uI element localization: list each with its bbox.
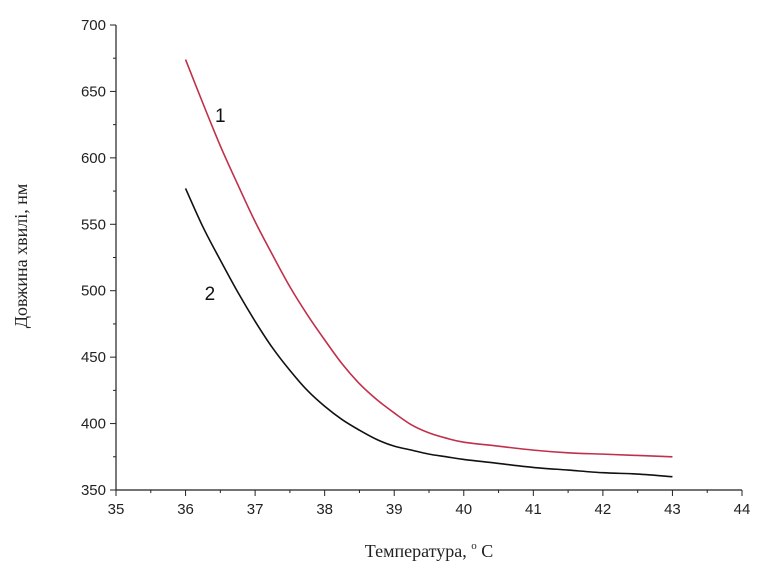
x-axis-title: Температура, o C (365, 540, 493, 561)
chart-curve-labels: 12 (205, 106, 226, 305)
x-tick-label: 40 (455, 501, 472, 518)
curve-label-2: 2 (205, 284, 216, 305)
x-tick-label: 36 (177, 501, 194, 518)
chart-series (184, 59, 673, 478)
y-tick-label: 700 (81, 17, 106, 34)
y-tick-label: 400 (81, 416, 106, 433)
y-tick-label: 650 (81, 83, 106, 100)
x-tick-label: 43 (664, 501, 681, 518)
series-line-2 (184, 188, 673, 478)
x-tick-label: 37 (247, 501, 264, 518)
y-tick-label: 500 (81, 283, 106, 300)
y-axis-title: Довжина хвилі, нм (11, 184, 31, 329)
y-tick-label: 550 (81, 216, 106, 233)
x-tick-label: 35 (108, 501, 125, 518)
x-tick-label: 38 (316, 501, 333, 518)
y-tick-label: 600 (81, 150, 106, 167)
y-tick-label: 450 (81, 349, 106, 366)
series-line-1 (184, 59, 673, 458)
x-tick-label: 41 (525, 501, 542, 518)
x-tick-label: 44 (734, 501, 751, 518)
x-tick-label: 42 (595, 501, 612, 518)
x-tick-label: 39 (386, 501, 403, 518)
chart-axes: 35 36 37 38 39 40 41 42 43 44 350 400 450 500 550 600 65… (81, 17, 750, 518)
y-tick-label: 350 (81, 482, 106, 499)
curve-label-1: 1 (215, 106, 226, 127)
